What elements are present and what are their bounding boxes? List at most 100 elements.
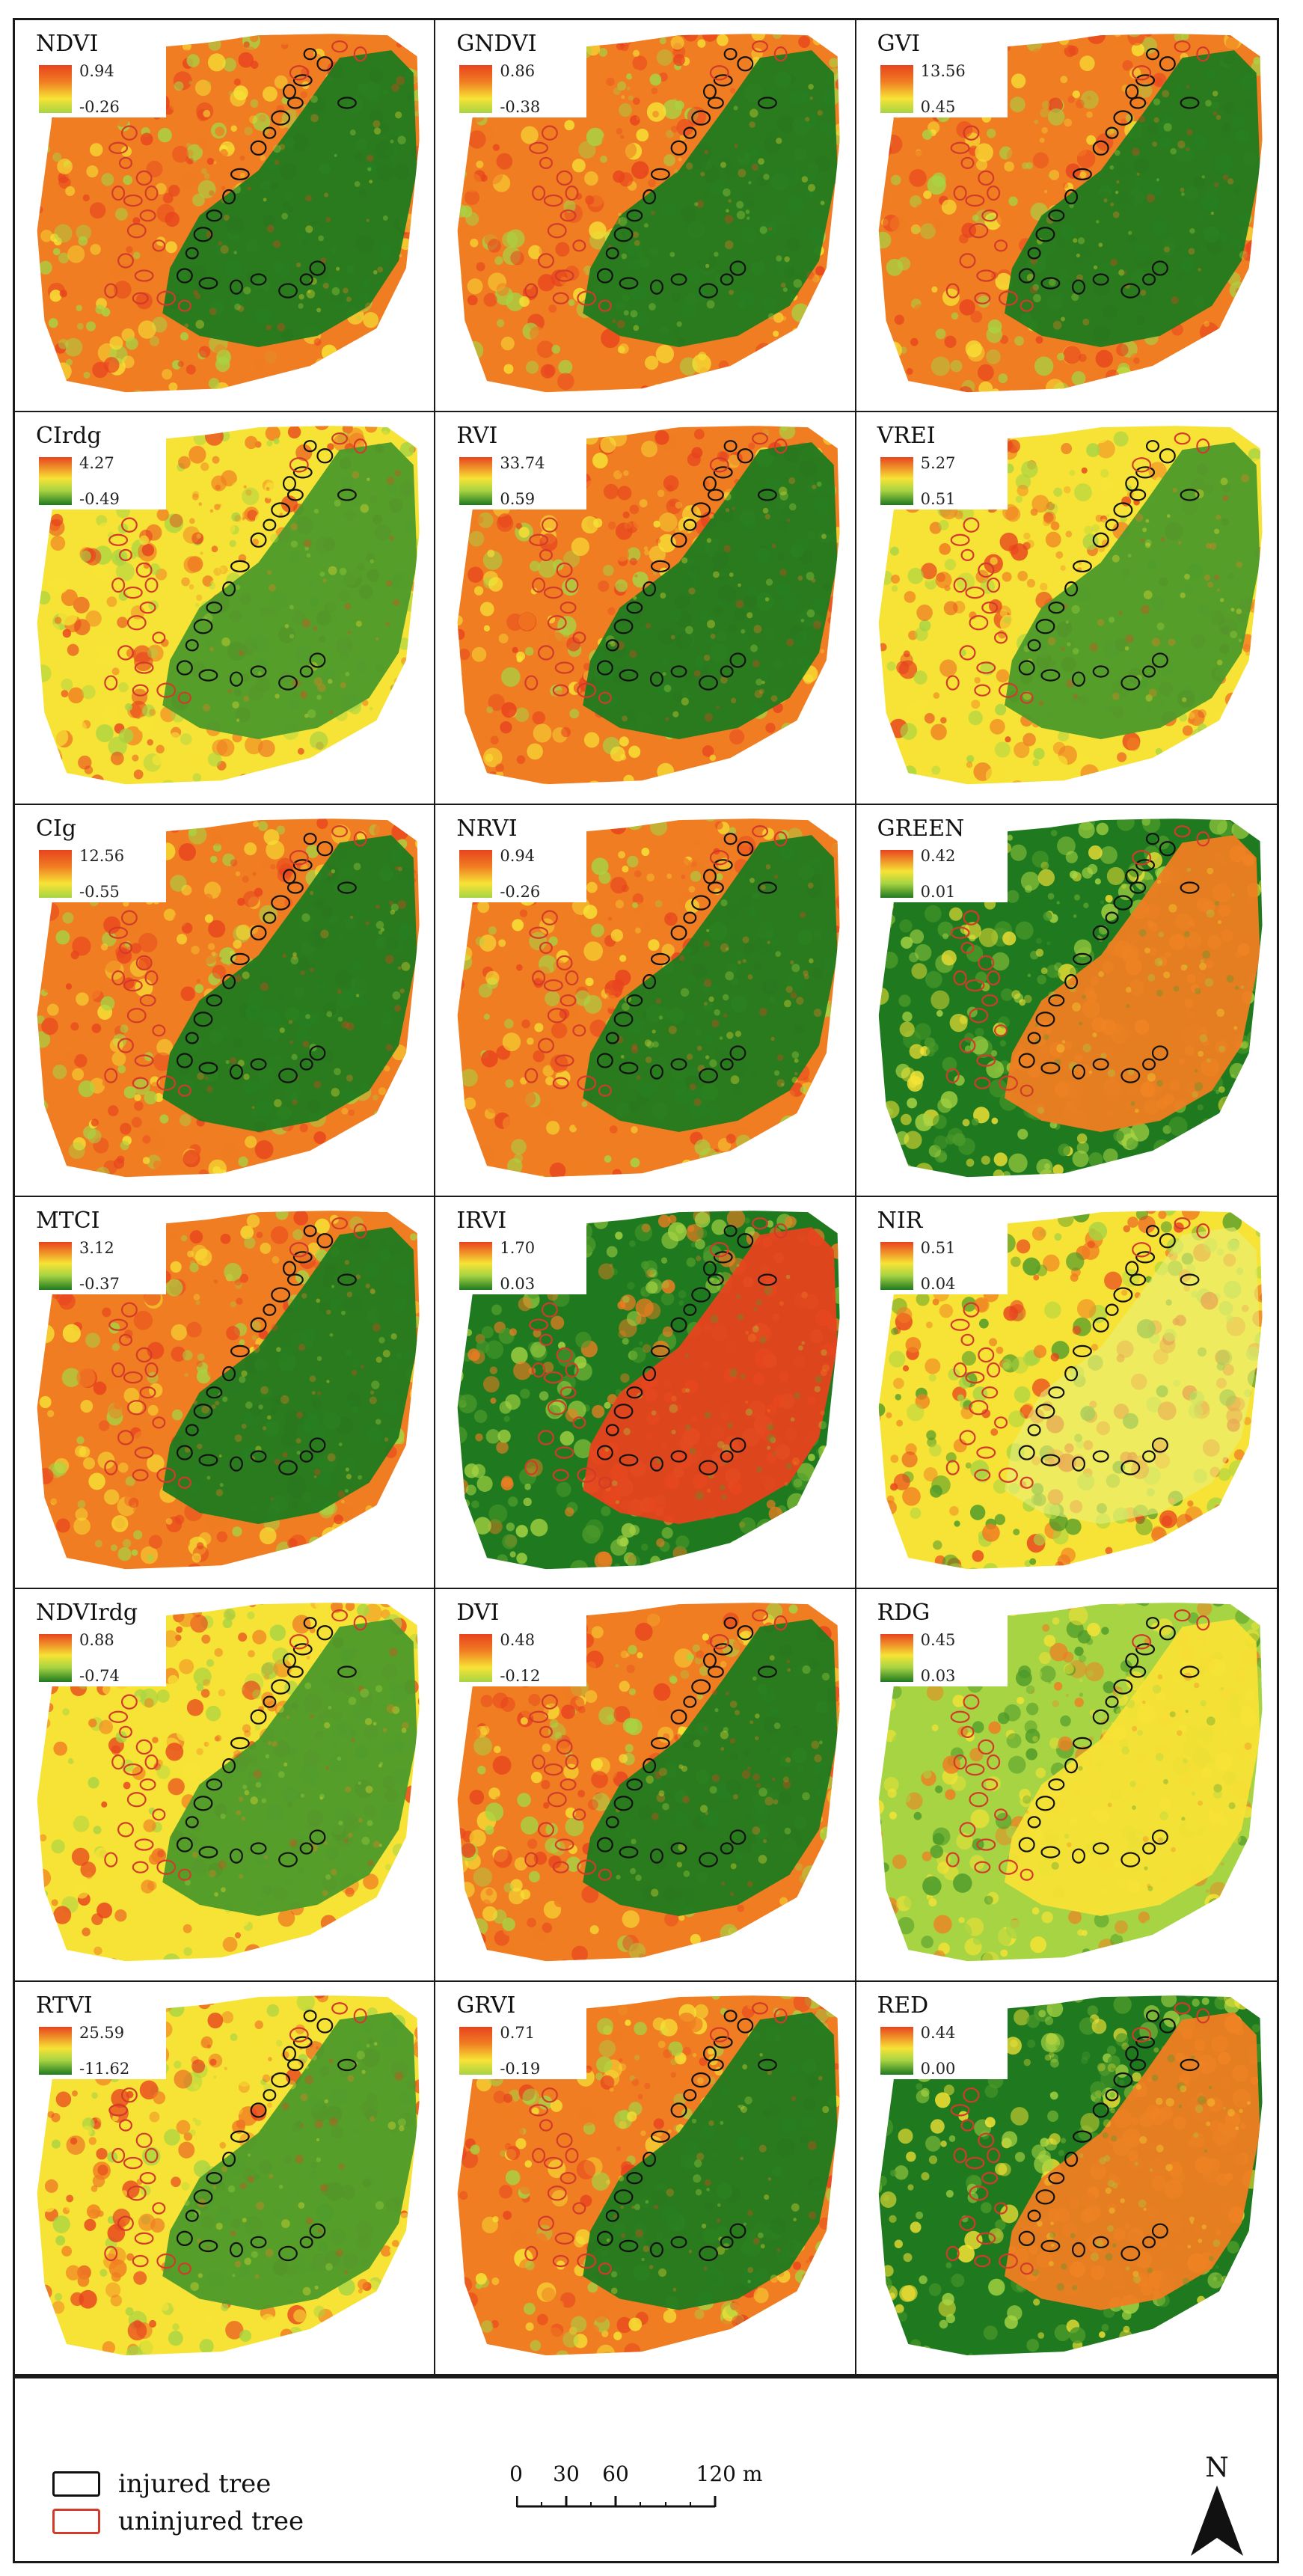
uninjured-tree-marker: [1131, 1242, 1151, 1258]
north-arrow-icon: [1191, 2485, 1243, 2556]
injured-tree-marker: [720, 2236, 734, 2248]
injured-tree-marker: [282, 1261, 296, 1276]
injured-tree-marker: [1047, 2171, 1064, 2184]
injured-tree-marker: [1135, 858, 1155, 872]
index-name: NRVI: [456, 815, 518, 842]
injured-tree-marker: [303, 1617, 317, 1630]
injured-tree-marker: [271, 895, 291, 911]
injured-tree-marker: [198, 277, 218, 290]
injured-tree-marker: [670, 140, 687, 156]
injured-tree-marker: [278, 675, 298, 691]
uninjured-tree-marker: [969, 1007, 988, 1024]
figure-frame: [13, 18, 1279, 2376]
uninjured-tree-marker: [555, 2232, 574, 2245]
injured-tree-marker: [597, 268, 614, 284]
uninjured-tree-marker: [559, 1778, 577, 1791]
uninjured-tree-marker: [108, 533, 129, 547]
uninjured-tree-marker: [752, 824, 769, 837]
injured-tree-marker: [1064, 189, 1078, 205]
injured-tree-marker: [683, 1303, 697, 1316]
injured-tree-marker: [250, 1842, 267, 1855]
injured-tree-marker: [337, 97, 357, 109]
injured-tree-marker: [1151, 1044, 1168, 1061]
uninjured-tree-marker: [126, 2185, 147, 2201]
uninjured-tree-marker: [135, 1740, 153, 1755]
injured-tree-marker: [1064, 581, 1078, 597]
injured-tree-marker: [250, 925, 267, 940]
ramp-min-value: -11.62: [79, 2059, 130, 2078]
index-name: CIrdg: [36, 423, 102, 450]
injured-tree-marker: [271, 1287, 291, 1303]
uninjured-tree-marker: [959, 1430, 976, 1445]
injured-tree-marker: [670, 2236, 687, 2248]
injured-tree-marker: [1035, 227, 1055, 242]
uninjured-tree-marker: [548, 223, 568, 239]
scale-tick-30: 30: [553, 2462, 580, 2486]
uninjured-tree-marker: [553, 1861, 569, 1874]
injured-tree-marker: [1092, 273, 1109, 286]
injured-tree-marker: [691, 1679, 711, 1695]
map-panel-ndvi: NDVI 0.94 -0.26: [15, 20, 436, 413]
uninjured-tree-marker: [289, 1242, 309, 1258]
injured-tree-marker: [309, 652, 326, 668]
injured-tree-marker: [206, 602, 223, 614]
uninjured-tree-marker: [557, 563, 573, 578]
injured-tree-marker: [198, 1454, 218, 1466]
uninjured-tree-marker: [139, 2171, 156, 2184]
map-panel-mtci: MTCI 3.12 -0.37: [15, 1196, 436, 1590]
uninjured-tree-marker: [144, 185, 159, 201]
uninjured-tree-marker: [969, 223, 988, 239]
injured-tree-marker: [1018, 1837, 1035, 1853]
uninjured-tree-marker: [1174, 2001, 1191, 2015]
injured-tree-marker: [337, 881, 357, 894]
uninjured-tree-marker: [108, 1318, 129, 1331]
injured-tree-marker: [282, 868, 296, 884]
uninjured-tree-marker: [156, 1859, 177, 1876]
uninjured-tree-marker: [993, 1416, 1008, 1429]
injured-tree-marker: [1120, 1460, 1140, 1475]
injured-tree-marker: [699, 2245, 719, 2261]
injured-tree-marker: [1113, 2072, 1133, 2087]
injured-tree-marker: [206, 1778, 223, 1791]
uninjured-tree-marker: [152, 631, 166, 644]
uninjured-tree-marker: [993, 631, 1008, 644]
uninjured-tree-marker: [986, 1362, 1000, 1378]
injured-tree-marker: [1113, 110, 1133, 126]
injured-tree-marker: [651, 1737, 671, 1750]
injured-tree-marker: [263, 126, 277, 139]
uninjured-tree-marker: [577, 1467, 597, 1483]
uninjured-tree-marker: [529, 1318, 549, 1331]
injured-tree-marker: [651, 1344, 671, 1358]
map-panel-red: RED 0.44 0.00: [856, 1981, 1277, 2374]
uninjured-tree-marker: [135, 170, 153, 186]
uninjured-tree-marker: [959, 1822, 976, 1838]
uninjured-tree-marker: [973, 1861, 990, 1874]
injured-tree-marker: [1018, 2230, 1035, 2246]
injured-tree-marker: [1092, 925, 1109, 940]
injured-tree-marker: [708, 2058, 725, 2071]
injured-tree-marker: [1027, 247, 1041, 260]
injured-tree-marker: [1072, 952, 1092, 965]
index-raster-map: [37, 1603, 420, 1962]
uninjured-tree-marker: [104, 1460, 118, 1475]
index-raster-map: [457, 818, 840, 1177]
uninjured-tree-marker: [548, 1400, 568, 1416]
index-raster-map: [457, 34, 840, 393]
injured-tree-marker: [222, 1365, 236, 1382]
injured-tree-marker: [229, 1848, 243, 1864]
injured-tree-marker: [1040, 2239, 1061, 2252]
map-panel-gndvi: GNDVI 0.86 -0.38: [435, 20, 856, 413]
uninjured-tree-marker: [572, 1808, 586, 1821]
uninjured-tree-marker: [126, 615, 147, 631]
injured-tree-marker: [1180, 2058, 1200, 2071]
uninjured-tree-marker: [1020, 2262, 1034, 2274]
injured-tree-marker: [1135, 466, 1155, 479]
index-raster-map: [37, 426, 420, 785]
injured-tree-marker: [193, 1011, 213, 1027]
uninjured-tree-marker: [963, 517, 980, 533]
injured-tree-marker: [193, 1796, 213, 1811]
uninjured-tree-marker: [977, 563, 994, 578]
uninjured-tree-marker: [553, 684, 569, 697]
injured-tree-marker: [737, 1233, 754, 1249]
uninjured-tree-marker: [553, 2254, 569, 2267]
